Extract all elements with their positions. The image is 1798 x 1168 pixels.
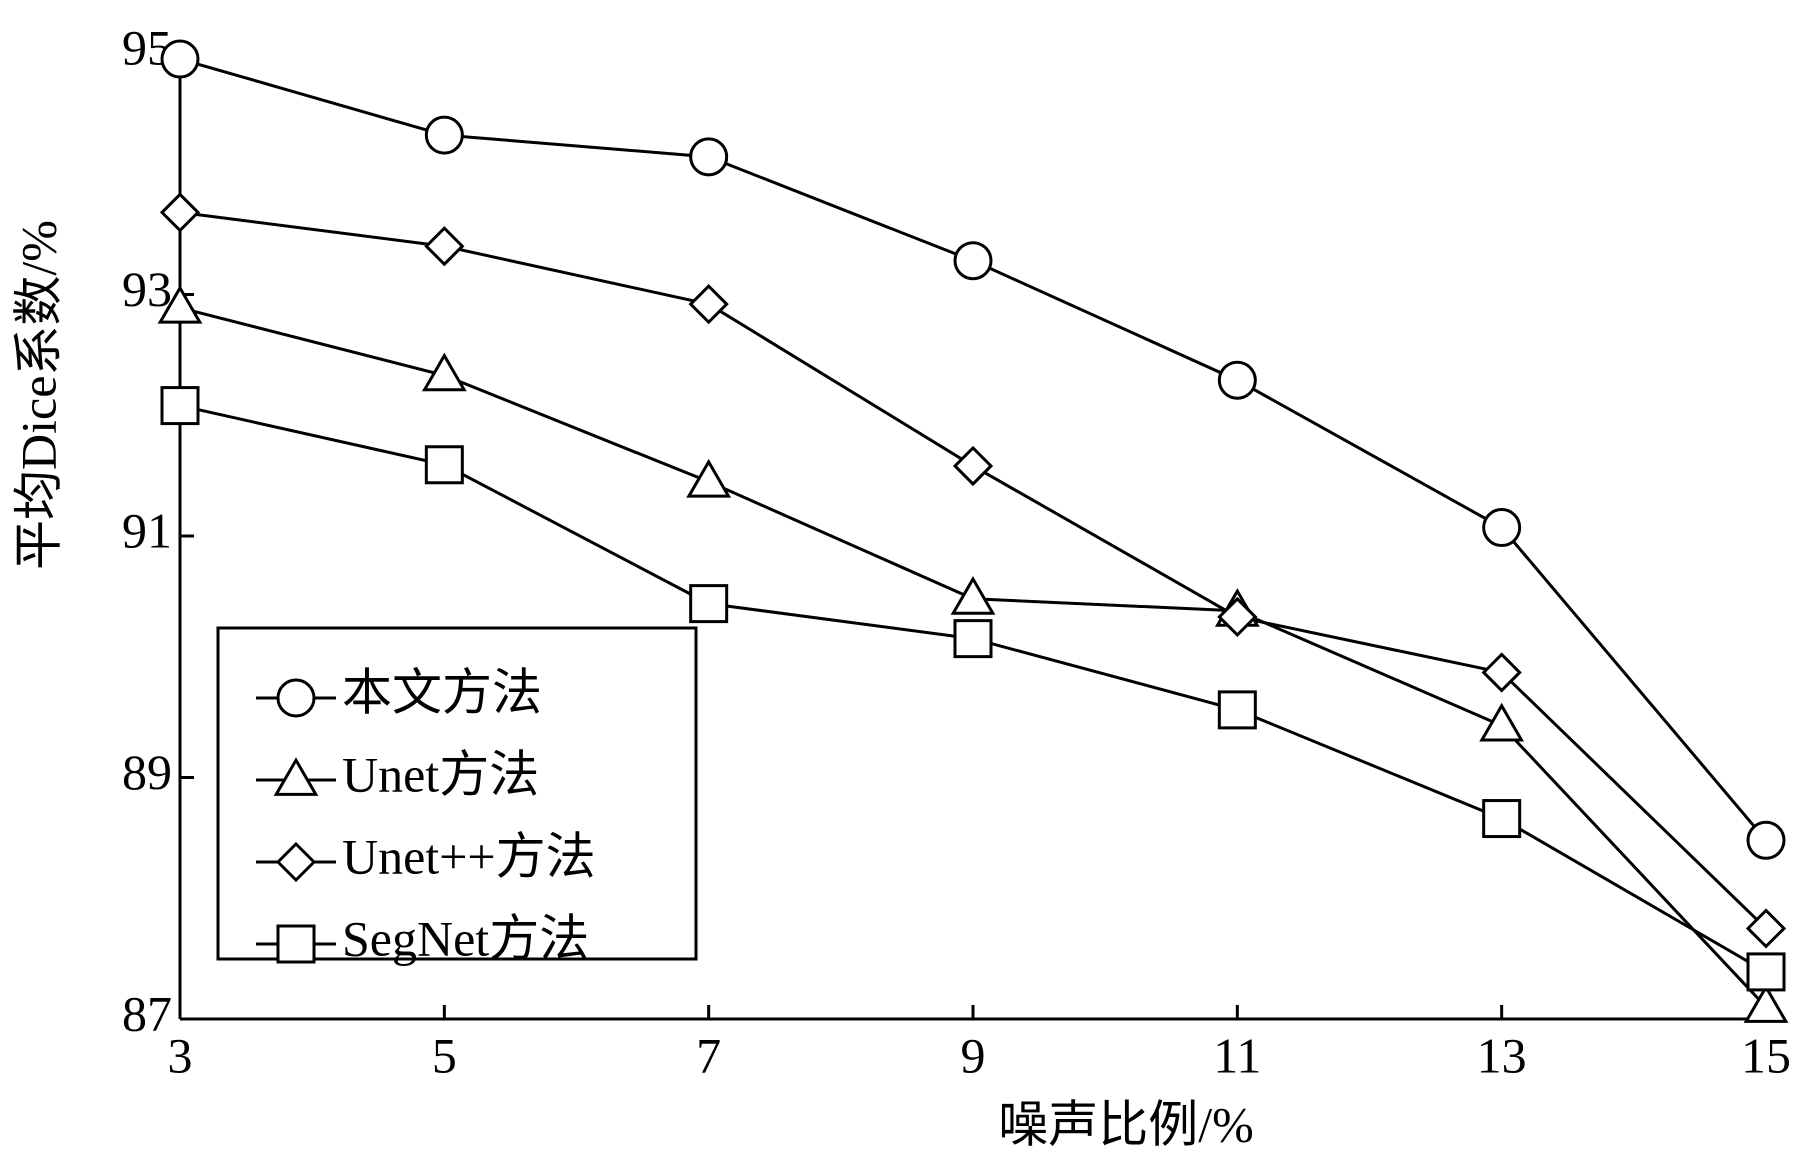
y-axis-label: 平均Dice系数/% xyxy=(10,220,66,570)
legend-label: Unet++方法 xyxy=(342,828,596,884)
data-point xyxy=(424,226,465,267)
data-point xyxy=(1217,596,1258,638)
data-point xyxy=(1482,508,1522,548)
data-point xyxy=(424,115,464,155)
data-point xyxy=(686,458,732,498)
data-point xyxy=(1482,799,1522,839)
data-point xyxy=(1745,908,1787,949)
data-point xyxy=(953,619,993,659)
data-point xyxy=(1479,702,1525,742)
data-point xyxy=(157,284,203,324)
data-point xyxy=(689,137,729,177)
data-point xyxy=(160,386,200,426)
x-tick-label: 13 xyxy=(1477,1027,1527,1083)
data-point xyxy=(160,39,200,79)
x-tick-label: 9 xyxy=(961,1027,986,1083)
y-tick-label: 87 xyxy=(122,985,172,1041)
legend-marker xyxy=(275,841,317,883)
data-point xyxy=(421,352,467,392)
legend-marker xyxy=(276,924,316,964)
x-tick-label: 11 xyxy=(1213,1027,1261,1083)
data-point xyxy=(1217,690,1257,730)
y-tick-label: 93 xyxy=(122,261,172,317)
legend-label: SegNet方法 xyxy=(342,910,589,966)
x-tick-label: 7 xyxy=(696,1027,721,1083)
x-tick-label: 3 xyxy=(168,1027,193,1083)
data-point xyxy=(952,445,994,487)
data-point xyxy=(1217,360,1257,400)
x-tick-label: 15 xyxy=(1741,1027,1791,1083)
legend-label: Unet方法 xyxy=(342,746,539,802)
data-point xyxy=(689,584,729,624)
data-point xyxy=(159,192,201,233)
data-point xyxy=(1746,952,1786,992)
y-tick-label: 91 xyxy=(122,502,172,558)
data-point xyxy=(688,284,729,325)
data-point xyxy=(1481,652,1522,693)
legend-label: 本文方法 xyxy=(342,664,542,720)
legend-marker xyxy=(276,678,316,718)
data-point xyxy=(1743,984,1789,1023)
data-point xyxy=(424,445,464,485)
data-point xyxy=(950,575,996,615)
legend-marker xyxy=(273,757,319,796)
x-tick-label: 5 xyxy=(432,1027,457,1083)
data-point xyxy=(1746,820,1786,860)
data-point xyxy=(953,241,993,281)
y-tick-label: 89 xyxy=(122,744,172,800)
x-axis-label: 噪声比例/% xyxy=(998,1096,1254,1152)
